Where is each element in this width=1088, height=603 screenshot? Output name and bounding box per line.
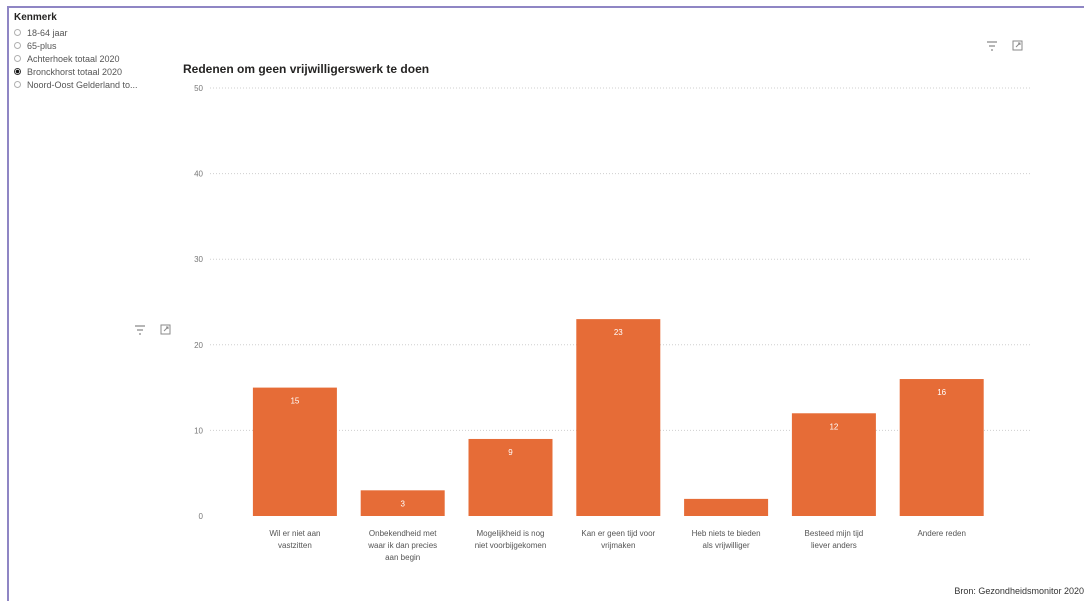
bar [899, 379, 984, 516]
y-tick-label: 10 [194, 426, 203, 435]
data-label: 16 [937, 388, 946, 397]
bar [791, 413, 876, 516]
radio-button[interactable] [14, 81, 21, 88]
data-label: 15 [290, 397, 299, 406]
radio-button[interactable] [14, 42, 21, 49]
data-label: 23 [614, 328, 623, 337]
slicer-option-label: 65-plus [27, 40, 57, 51]
slicer-option[interactable]: Bronckhorst totaal 2020 [14, 65, 184, 78]
x-category-label: Kan er geen tijd voor [581, 529, 655, 538]
x-category-label: vrijmaken [601, 541, 635, 550]
bar [684, 498, 769, 516]
y-tick-label: 30 [194, 255, 203, 264]
radio-button[interactable] [14, 68, 21, 75]
slicer-option[interactable]: Achterhoek totaal 2020 [14, 52, 184, 65]
y-tick-label: 50 [194, 84, 203, 93]
x-category-label: Onbekendheid met [369, 529, 437, 538]
radio-button[interactable] [14, 29, 21, 36]
bar [576, 319, 661, 516]
y-tick-label: 20 [194, 341, 203, 350]
x-category-label: vastzitten [278, 541, 312, 550]
slicer-option-label: Bronckhorst totaal 2020 [27, 66, 123, 77]
focus-mode-icon[interactable] [1012, 40, 1023, 54]
slicer-option-label: 18-64 jaar [27, 27, 68, 38]
focus-mode-icon[interactable] [160, 324, 171, 338]
filter-icon[interactable] [134, 324, 146, 338]
x-category-label: liever anders [811, 541, 857, 550]
report-frame [7, 6, 1084, 601]
bar [360, 490, 445, 516]
x-category-label: Besteed mijn tijd [805, 529, 864, 538]
x-category-label: waar ik dan precies [367, 541, 437, 550]
slicer-options: 18-64 jaar 65-plus Achterhoek totaal 2020 B… [14, 26, 184, 91]
bar [252, 387, 337, 516]
source-note: Bron: Gezondheidsmonitor 2020 [954, 586, 1084, 596]
bar [468, 438, 553, 516]
chart-header-icons [986, 40, 1023, 54]
data-label: 9 [508, 448, 513, 457]
slicer-option[interactable]: 18-64 jaar [14, 26, 184, 39]
x-category-label: als vrijwilliger [703, 541, 750, 550]
y-tick-label: 0 [199, 512, 204, 521]
data-label: 3 [400, 499, 405, 508]
x-category-label: Andere reden [917, 529, 965, 538]
x-category-label: Wil er niet aan [269, 529, 320, 538]
visual-header-icons [134, 324, 171, 338]
slicer-option[interactable]: Noord-Oost Gelderland to... [14, 78, 184, 91]
x-category-label: aan begin [385, 553, 420, 562]
x-category-label: Heb niets te bieden [692, 529, 761, 538]
slicer-option-label: Achterhoek totaal 2020 [27, 53, 120, 64]
x-category-label: Mogelijkheid is nog [476, 529, 544, 538]
slicer-option-label: Noord-Oost Gelderland to... [27, 79, 138, 90]
chart-title: Redenen om geen vrijwilligerswerk te doe… [183, 62, 430, 76]
slicer-title: Kenmerk [14, 12, 57, 23]
radio-button[interactable] [14, 55, 21, 62]
y-tick-label: 40 [194, 170, 203, 179]
kenmerk-slicer: Kenmerk 18-64 jaar 65-plus Achterhoek tota… [14, 12, 184, 91]
slicer-option[interactable]: 65-plus [14, 39, 184, 52]
filter-icon[interactable] [986, 40, 998, 54]
x-category-label: niet voorbijgekomen [475, 541, 547, 550]
data-label: 12 [829, 422, 838, 431]
